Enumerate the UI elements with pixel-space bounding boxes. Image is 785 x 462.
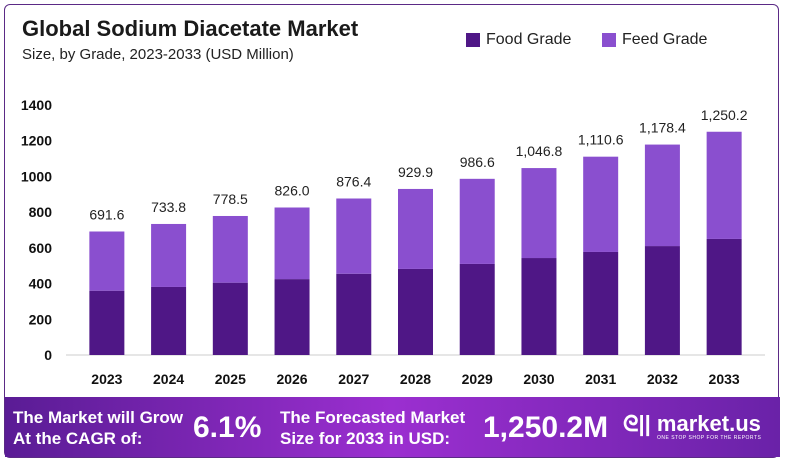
x-tick-label: 2033 (709, 371, 740, 387)
total-label: 733.8 (151, 199, 186, 215)
bar-food-grade-2027 (336, 273, 372, 355)
bar-food-grade-2026 (274, 279, 310, 355)
bar-feed-grade-2032 (644, 144, 680, 247)
x-tick-label: 2028 (400, 371, 431, 387)
market-us-logo: ᘓ|| market.us (623, 411, 761, 437)
cagr-label: The Market will Grow At the CAGR of: (13, 407, 183, 449)
x-tick-label: 2031 (585, 371, 616, 387)
bar-feed-grade-2026 (274, 207, 310, 280)
y-tick-label: 1400 (21, 97, 52, 113)
total-label: 691.6 (89, 207, 124, 223)
bar-food-grade-2030 (521, 258, 557, 355)
forecast-label-line2: Size for 2033 in USD: (280, 429, 451, 448)
bar-feed-grade-2025 (212, 215, 248, 283)
frame-border (4, 4, 779, 458)
forecast-label: The Forecasted Market Size for 2033 in U… (280, 407, 465, 449)
bar-feed-grade-2029 (459, 178, 495, 264)
bar-food-grade-2032 (644, 246, 680, 355)
x-tick-label: 2024 (153, 371, 184, 387)
forecast-value: 1,250.2M (483, 411, 609, 444)
legend-item-food-grade: Food Grade (466, 31, 571, 49)
y-tick-label: 600 (29, 240, 53, 256)
total-label: 986.6 (460, 154, 495, 170)
legend-swatch-feed (602, 33, 616, 47)
logo-text: market.us (656, 411, 761, 436)
x-tick-label: 2025 (215, 371, 246, 387)
y-tick-label: 0 (44, 347, 52, 363)
bar-feed-grade-2030 (521, 168, 557, 259)
bar-food-grade-2031 (583, 251, 619, 355)
x-tick-label: 2023 (91, 371, 122, 387)
y-tick-label: 200 (29, 311, 53, 327)
bar-food-grade-2023 (89, 290, 125, 355)
y-tick-label: 1000 (21, 168, 52, 184)
bar-feed-grade-2023 (89, 231, 125, 291)
cagr-value: 6.1% (193, 411, 262, 444)
bar-food-grade-2029 (459, 263, 495, 355)
total-label: 1,046.8 (516, 143, 563, 159)
x-tick-label: 2030 (523, 371, 554, 387)
total-label: 876.4 (336, 174, 371, 190)
legend-label-food: Food Grade (486, 31, 572, 48)
x-tick-label: 2029 (462, 371, 493, 387)
bar-feed-grade-2033 (706, 131, 742, 239)
x-tick-label: 2032 (647, 371, 678, 387)
forecast-label-line1: The Forecasted Market (280, 408, 466, 427)
cagr-label-line2: At the CAGR of: (13, 429, 143, 448)
total-label: 1,250.2 (701, 107, 748, 123)
bar-food-grade-2025 (212, 282, 248, 355)
bar-chart: 0 200 400 600 800 1000 1200 1400 691.6 2023 733.8 2… (21, 97, 765, 387)
chart-subtitle: Size, by Grade, 2023-2033 (USD Million) (22, 46, 294, 63)
total-label: 778.5 (213, 191, 248, 207)
bar-feed-grade-2024 (151, 223, 187, 287)
logo-tagline: ONE STOP SHOP FOR THE REPORTS (657, 435, 762, 441)
legend-label-feed: Feed Grade (622, 31, 708, 48)
total-label: 929.9 (398, 164, 433, 180)
bar-food-grade-2028 (398, 268, 433, 355)
x-tick-label: 2026 (276, 371, 307, 387)
logo-mark-icon: ᘓ|| (623, 411, 657, 436)
x-tick-label: 2027 (338, 371, 369, 387)
bar-food-grade-2024 (151, 286, 187, 355)
y-tick-label: 1200 (21, 133, 52, 149)
bar-feed-grade-2028 (398, 188, 433, 269)
y-tick-label: 400 (29, 276, 53, 292)
footer-banner: The Market will Grow At the CAGR of: 6.1… (5, 397, 780, 457)
total-label: 826.0 (275, 183, 310, 199)
bar-food-grade-2033 (706, 238, 742, 355)
chart-title: Global Sodium Diacetate Market (22, 16, 359, 41)
legend-item-feed-grade: Feed Grade (602, 31, 707, 49)
total-label: 1,110.6 (578, 132, 624, 148)
bar-feed-grade-2031 (583, 156, 619, 252)
legend-swatch-food (466, 33, 480, 47)
total-label: 1,178.4 (639, 120, 686, 136)
bar-feed-grade-2027 (336, 198, 372, 274)
cagr-label-line1: The Market will Grow (13, 408, 184, 427)
y-tick-label: 800 (29, 204, 53, 220)
